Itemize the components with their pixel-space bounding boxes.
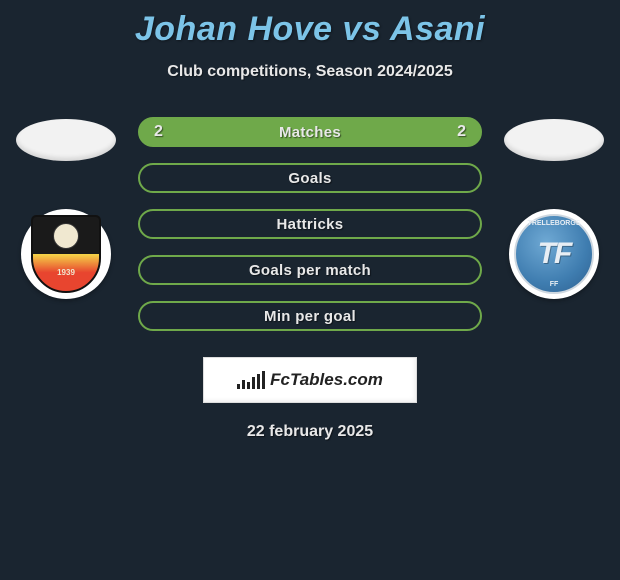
stat-label: Goals per match	[249, 262, 371, 279]
logo-bar-icon	[237, 384, 240, 389]
left-club-year: 1939	[57, 268, 75, 277]
stats-column: 2 Matches 2 Goals Hattricks Goals per match Mi…	[138, 117, 482, 331]
logo-bar-icon	[257, 374, 260, 389]
left-player-col: 1939	[16, 119, 116, 299]
watermark-logo: FcTables.com	[203, 357, 417, 403]
right-player-ellipse	[504, 119, 604, 161]
left-club-badge: 1939	[21, 209, 111, 299]
soccer-ball-icon	[53, 223, 79, 249]
subtitle: Club competitions, Season 2024/2025	[0, 63, 620, 81]
right-club-tf: TF	[538, 237, 571, 271]
logo-bar-icon	[252, 377, 255, 389]
logo-bar-icon	[247, 382, 250, 389]
right-club-top-text: TRELLEBORGS	[528, 220, 581, 227]
page-title: Johan Hove vs Asani	[0, 0, 620, 49]
stat-label: Hattricks	[277, 216, 344, 233]
right-club-circle-icon: TRELLEBORGS TF FF	[514, 214, 594, 294]
stat-row: Goals	[138, 163, 482, 193]
stat-label: Goals	[288, 170, 331, 187]
stat-label: Matches	[279, 124, 341, 141]
right-player-col: TRELLEBORGS TF FF	[504, 119, 604, 299]
logo-bar-icon	[262, 371, 265, 389]
stat-left-value: 2	[154, 123, 163, 141]
logo-bar-icon	[242, 380, 245, 389]
date-text: 22 february 2025	[0, 423, 620, 441]
right-club-bot-text: FF	[550, 281, 559, 288]
left-club-shield-icon: 1939	[31, 215, 101, 293]
stat-row: 2 Matches 2	[138, 117, 482, 147]
stat-label: Min per goal	[264, 308, 356, 325]
stat-row: Goals per match	[138, 255, 482, 285]
logo-bars-icon	[237, 371, 265, 389]
left-player-ellipse	[16, 119, 116, 161]
stat-row: Hattricks	[138, 209, 482, 239]
stat-right-value: 2	[457, 123, 466, 141]
comparison-card: Johan Hove vs Asani Club competitions, S…	[0, 0, 620, 580]
logo-text: FcTables.com	[270, 370, 383, 390]
right-club-badge: TRELLEBORGS TF FF	[509, 209, 599, 299]
main-row: 1939 2 Matches 2 Goals Hattricks Goals per ma…	[0, 119, 620, 331]
stat-row: Min per goal	[138, 301, 482, 331]
